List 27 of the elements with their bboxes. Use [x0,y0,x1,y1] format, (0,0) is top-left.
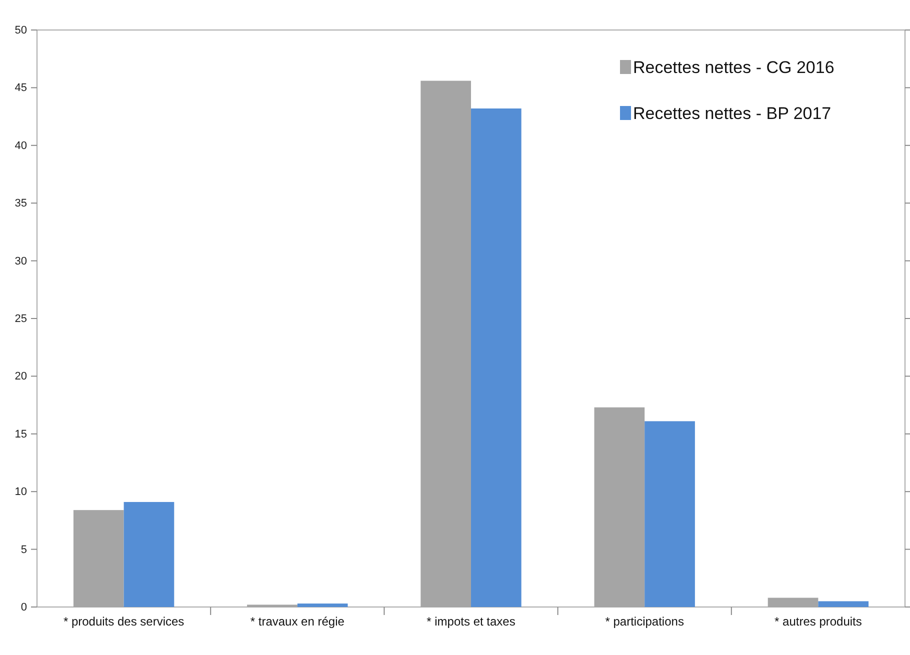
x-tick-label: * autres produits [774,614,862,629]
y-tick-label: 45 [14,82,27,94]
x-tick-label: * travaux en régie [250,614,345,629]
legend-label: Recettes nettes - CG 2016 [633,58,834,77]
bar [124,502,174,607]
x-tick-label: * impots et taxes [426,614,516,629]
y-tick-label: 50 [14,24,27,37]
bar [420,80,471,607]
y-tick-label: 40 [14,140,27,152]
bar [644,421,695,607]
bar [471,108,522,607]
bar [818,601,869,607]
y-tick-label: 25 [14,313,27,326]
y-tick-label: 20 [14,370,27,383]
y-tick-label: 30 [14,255,27,268]
x-tick-label: * participations [605,614,684,629]
bar [297,604,348,607]
bar [73,510,124,607]
y-tick-label: 35 [14,198,27,210]
y-tick-label: 15 [14,428,27,440]
y-tick-label: 5 [20,544,27,556]
bar [594,407,645,607]
y-tick-label: 0 [20,602,27,614]
legend-label: Recettes nettes - BP 2017 [633,104,832,123]
x-tick-label: * produits des services [63,614,184,629]
y-tick-label: 10 [14,486,27,498]
bar [768,598,818,607]
